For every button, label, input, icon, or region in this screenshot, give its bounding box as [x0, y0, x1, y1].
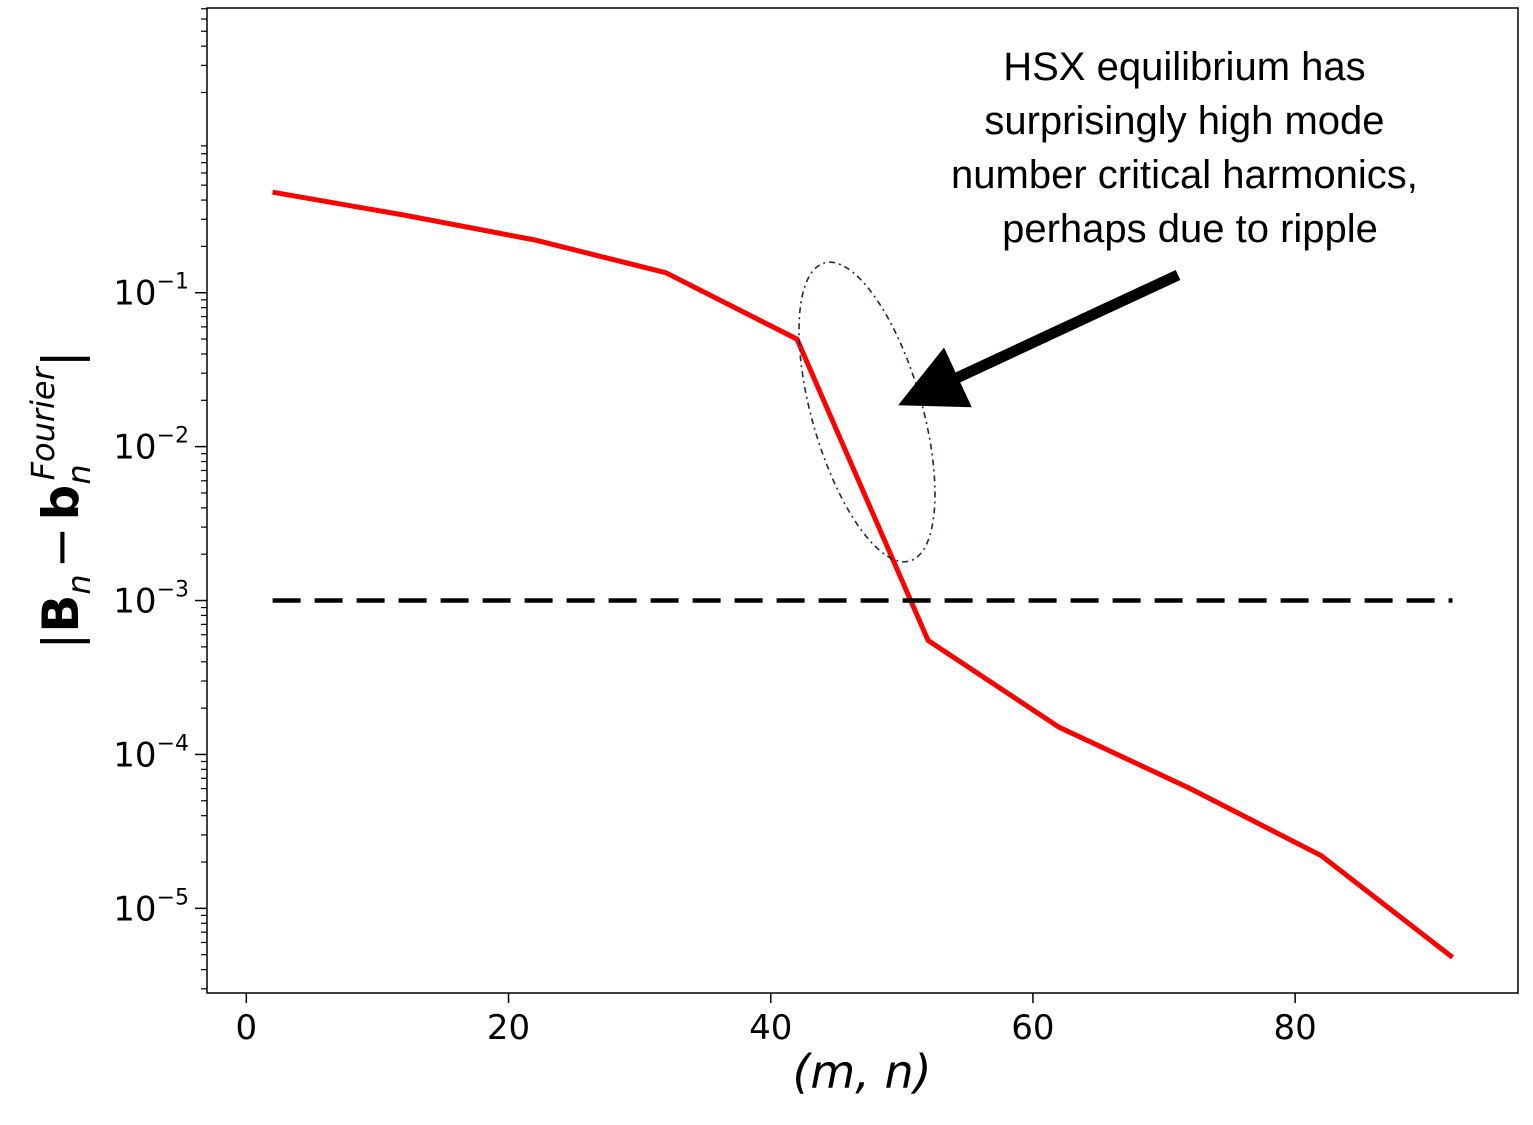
x-tick-label: 20: [487, 1008, 530, 1048]
y-minor-ticks: [201, 8, 207, 990]
x-tick-label: 40: [749, 1008, 792, 1048]
y-tick-label: 10−1: [113, 270, 189, 314]
annotation-line-3: number critical harmonics,: [951, 153, 1418, 197]
y-axis: 10−1 10−2 10−3 10−4 10−5: [113, 270, 207, 929]
y-tick-label: 10−2: [113, 424, 189, 468]
series-line-error: [272, 189, 1455, 960]
annotation-line-1: HSX equilibrium has: [1003, 45, 1365, 89]
highlight-ellipse: [798, 261, 936, 563]
y-tick-label: 10−5: [113, 885, 189, 929]
annotation-text: HSX equilibrium has surprisingly high mo…: [951, 45, 1429, 251]
x-tick-label: 0: [236, 1008, 258, 1048]
plot-frame: [206, 7, 1519, 994]
y-tick-label: 10−4: [113, 731, 189, 775]
y-axis-label: |Bn−bnFourier|: [24, 350, 98, 649]
x-tick-label: 80: [1273, 1008, 1316, 1048]
x-axis: 0 20 40 60 80: [236, 993, 1317, 1048]
series-layer: [272, 189, 1455, 960]
annotation-line-2: surprisingly high mode: [984, 99, 1384, 143]
annotation-arrow: [898, 270, 1181, 408]
x-axis-label: (m, n): [792, 1045, 931, 1099]
x-tick-label: 60: [1011, 1008, 1054, 1048]
annotation-line-4: perhaps due to ripple: [1002, 207, 1378, 251]
y-tick-label: 10−3: [113, 578, 189, 622]
